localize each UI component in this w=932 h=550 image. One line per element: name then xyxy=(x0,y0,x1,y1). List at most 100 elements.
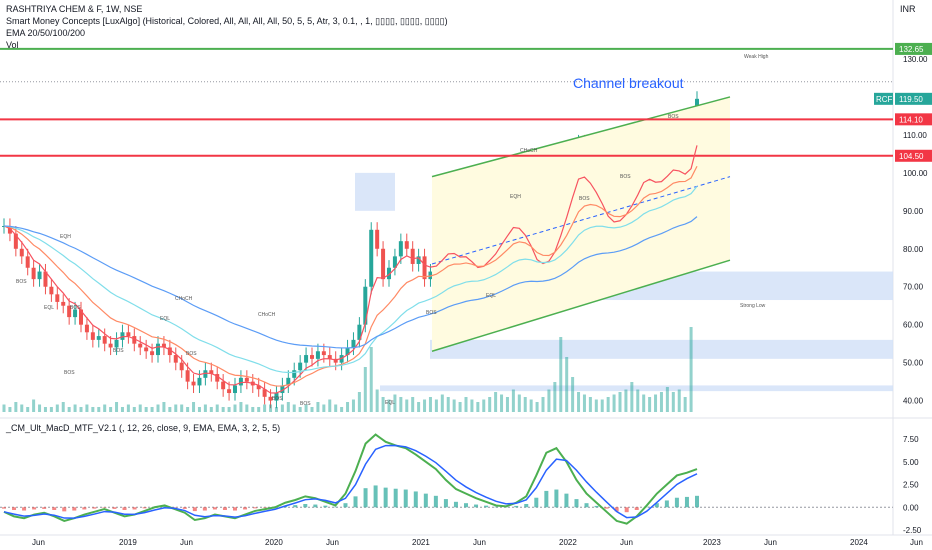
macd-histogram-bar xyxy=(82,507,87,510)
macd-histogram-bar xyxy=(684,496,689,508)
structure-label: BOS xyxy=(579,196,590,202)
ema-200-line xyxy=(3,216,698,349)
candle-body xyxy=(221,381,226,390)
macd-histogram-bar xyxy=(474,504,479,508)
volume-bar xyxy=(411,397,415,412)
volume-bar xyxy=(263,404,267,412)
macd-histogram-bar xyxy=(413,491,418,508)
volume-bar xyxy=(346,402,350,412)
ema-title: EMA 20/50/100/200 xyxy=(6,28,86,38)
macd-histogram-bar xyxy=(202,507,207,511)
volume-bar xyxy=(280,404,284,412)
candle-body xyxy=(126,332,131,337)
volume-bar xyxy=(292,404,296,412)
volume-bar xyxy=(298,407,302,412)
macd-axis-tick-label: 7.50 xyxy=(903,435,919,444)
macd-histogram-bar xyxy=(514,505,519,508)
structure-label: BOS xyxy=(300,401,311,407)
volume-bar xyxy=(405,399,409,412)
price-tag-box xyxy=(895,149,932,162)
volume-bar xyxy=(517,394,521,412)
volume-bar xyxy=(482,399,486,412)
structure-label: CHoCH xyxy=(520,148,538,154)
macd-histogram-bar xyxy=(303,504,308,508)
currency-label: INR xyxy=(900,4,916,14)
macd-histogram-bar xyxy=(373,485,378,508)
macd-histogram-bar xyxy=(253,507,258,509)
price-tag-value: 104.50 xyxy=(899,152,924,161)
macd-histogram-bar xyxy=(614,507,619,512)
candle-body xyxy=(185,370,190,382)
candle-body xyxy=(215,374,220,382)
macd-histogram-bar xyxy=(534,497,539,508)
macd-histogram-bar xyxy=(192,507,197,512)
candle-body xyxy=(7,226,12,234)
candle-body xyxy=(387,267,391,280)
volume-bar xyxy=(630,382,634,412)
y-axis-tick-label: 110.00 xyxy=(903,131,927,140)
macd-histogram-bar xyxy=(2,507,6,509)
candle-body xyxy=(351,339,356,348)
x-axis-tick-label: Jun xyxy=(326,538,339,547)
volume-bar xyxy=(168,407,172,412)
candle-body xyxy=(43,271,48,287)
x-axis-tick-label: 2023 xyxy=(703,538,721,547)
macd-histogram-bar xyxy=(403,489,408,508)
candle-body xyxy=(19,248,24,257)
structure-label: BOS xyxy=(16,279,27,285)
x-axis-tick-label: Jun xyxy=(910,538,923,547)
x-axis-tick-label: 2024 xyxy=(850,538,868,547)
volume-bar xyxy=(565,357,569,412)
volume-bar xyxy=(304,404,308,412)
macd-histogram-bar xyxy=(433,495,438,508)
volume-bar xyxy=(322,404,326,412)
macd-histogram-bar xyxy=(554,489,559,508)
volume-bar xyxy=(417,402,421,412)
macd-histogram-bar xyxy=(233,507,237,511)
macd-histogram-bar xyxy=(443,499,448,508)
volume-bar xyxy=(274,407,278,412)
candle-body xyxy=(280,385,285,394)
volume-bar xyxy=(393,394,397,412)
macd-histogram-bar xyxy=(574,499,579,508)
volume-bar xyxy=(257,407,261,412)
volume-bar xyxy=(310,407,314,412)
volume-bar xyxy=(351,399,355,412)
structure-label: CHoCH xyxy=(175,296,193,302)
volume-bar xyxy=(440,394,444,412)
ema-50-line xyxy=(3,165,698,387)
macd-histogram-bar xyxy=(212,507,217,510)
candle-body xyxy=(150,351,155,356)
macd-histogram-bar xyxy=(484,505,489,508)
macd-histogram-bar xyxy=(363,488,368,508)
x-axis-tick-label: 2021 xyxy=(412,538,430,547)
structure-label: BOS xyxy=(64,370,75,376)
macd-histogram-bar xyxy=(644,506,649,508)
y-axis-tick-label: 70.00 xyxy=(903,283,924,292)
candle-body xyxy=(138,343,143,348)
macd-axis-tick-label: 0.00 xyxy=(903,503,919,512)
structure-label: BOS xyxy=(668,114,679,120)
candle-body xyxy=(416,256,421,264)
candle-body xyxy=(375,229,380,249)
volume-bar xyxy=(227,407,231,412)
volume-bar xyxy=(251,407,255,412)
structure-label: Weak High xyxy=(744,54,769,60)
volume-bar xyxy=(38,404,42,412)
volume-bar xyxy=(156,404,160,412)
x-axis-tick-label: 2022 xyxy=(559,538,577,547)
volume-bar xyxy=(85,404,89,412)
volume-bar xyxy=(618,392,622,412)
macd-histogram-bar xyxy=(604,507,609,509)
volume-bar xyxy=(553,382,557,412)
structure-label: BOS xyxy=(186,351,197,357)
volume-bar xyxy=(132,407,136,412)
volume-bar xyxy=(97,407,101,412)
y-axis-tick-label: 90.00 xyxy=(903,207,924,216)
volume-bar xyxy=(43,407,47,412)
macd-histogram-bar xyxy=(112,507,117,509)
order-block-zone xyxy=(355,172,395,211)
candle-body xyxy=(256,385,261,390)
volume-bar xyxy=(162,402,166,412)
